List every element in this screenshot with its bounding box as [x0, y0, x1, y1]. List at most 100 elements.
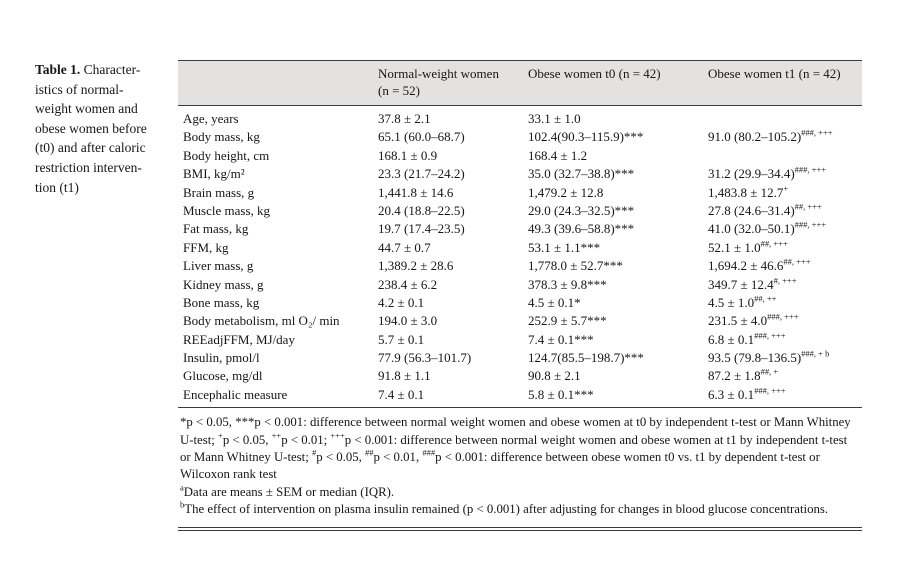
normal-weight-value-cell: 19.7 (17.4–23.5) [378, 220, 528, 238]
significance-marks: ###, +++ [801, 128, 833, 139]
obese-t0-value: 5.8 ± 0.1*** [528, 386, 594, 402]
table-row: Body metabolism, ml O₂/ min 194.0 ± 3.0 25… [178, 312, 862, 330]
normal-weight-value-cell: 1,389.2 ± 28.6 [378, 257, 528, 275]
obese-t1-value-cell [708, 147, 862, 165]
obese-t0-value-cell: 252.9 ± 5.7*** [528, 312, 708, 330]
obese-t1-value: 93.5 (79.8–136.5) [708, 350, 802, 366]
obese-t1-value: 1,694.2 ± 46.6 [708, 258, 784, 274]
row-label-cell: Liver mass, g [178, 257, 378, 275]
obese-t0-value: 252.9 ± 5.7*** [528, 313, 607, 329]
obese-t1-value-cell: 52.1 ± 1.0##, +++ [708, 239, 862, 257]
row-label: Insulin, pmol/l [183, 350, 260, 366]
footnote-marker: a [180, 482, 184, 493]
row-label: Liver mass, g [183, 258, 254, 274]
bottom-double-rule [178, 526, 862, 532]
footnotes: *p < 0.05, ***p < 0.001: difference betw… [178, 408, 862, 526]
obese-t1-value-cell: 1,694.2 ± 46.6##, +++ [708, 257, 862, 275]
obese-t0-value: 124.7(85.5–198.7)*** [528, 350, 644, 366]
obese-t0-value: 90.8 ± 2.1 [528, 368, 581, 384]
row-label-cell: REEadjFFM, MJ/day [178, 331, 378, 349]
row-label-cell: BMI, kg/m² [178, 165, 378, 183]
normal-weight-value-cell: 77.9 (56.3–101.7) [378, 349, 528, 367]
table-row: Kidney mass, g 238.4 ± 6.2 378.3 ± 9.8*** 3… [178, 276, 862, 294]
obese-t1-value-cell: 91.0 (80.2–105.2)###, +++ [708, 128, 862, 146]
obese-t1-value: 41.0 (32.0–50.1) [708, 221, 795, 237]
table-row: Bone mass, kg 4.2 ± 0.1 4.5 ± 0.1* 4.5 ± 1.… [178, 294, 862, 312]
obese-t0-value-cell: 1,778.0 ± 52.7*** [528, 257, 708, 275]
normal-weight-value: 65.1 (60.0–68.7) [378, 129, 465, 145]
normal-weight-value-cell: 65.1 (60.0–68.7) [378, 128, 528, 146]
significance-marks: #, +++ [773, 275, 797, 286]
table-row: Encephalic measure 7.4 ± 0.1 5.8 ± 0.1*** 6… [178, 386, 862, 404]
obese-t1-value: 1,483.8 ± 12.7 [708, 184, 784, 200]
normal-weight-value-cell: 238.4 ± 6.2 [378, 276, 528, 294]
row-label-cell: FFM, kg [178, 239, 378, 257]
normal-weight-value: 1,441.8 ± 14.6 [378, 184, 454, 200]
normal-weight-value-cell: 7.4 ± 0.1 [378, 386, 528, 404]
normal-weight-value: 4.2 ± 0.1 [378, 294, 425, 310]
normal-weight-value: 1,389.2 ± 28.6 [378, 258, 454, 274]
header-normal-weight-line1: Normal-weight women [378, 66, 499, 81]
row-label: Body metabolism, ml O₂/ min [183, 313, 340, 329]
significance-marks: ###, +++ [754, 330, 786, 341]
row-label: BMI, kg/m² [183, 166, 245, 182]
normal-weight-value-cell: 4.2 ± 0.1 [378, 294, 528, 312]
table-row: Brain mass, g 1,441.8 ± 14.6 1,479.2 ± 12.… [178, 184, 862, 202]
obese-t1-value: 4.5 ± 1.0 [708, 294, 755, 310]
footnote-marker: ## [365, 447, 374, 458]
header-row-label [178, 66, 378, 100]
row-label: Glucose, mg/dl [183, 368, 263, 384]
obese-t0-value-cell: 33.1 ± 1.0 [528, 110, 708, 128]
obese-t0-value: 378.3 ± 9.8*** [528, 276, 607, 292]
characteristics-table: Normal-weight women (n = 52) Obese women… [178, 60, 862, 532]
footnote-marker: ++ [271, 430, 282, 441]
footnote-line: aData are means ± SEM or median (IQR). [180, 482, 395, 499]
normal-weight-value-cell: 5.7 ± 0.1 [378, 331, 528, 349]
row-label-cell: Insulin, pmol/l [178, 349, 378, 367]
footnote-marker: +++ [330, 430, 345, 441]
normal-weight-value: 194.0 ± 3.0 [378, 313, 438, 329]
normal-weight-value-cell: 194.0 ± 3.0 [378, 312, 528, 330]
footnote-marker: # [311, 447, 317, 458]
obese-t0-value-cell: 49.3 (39.6–58.8)*** [528, 220, 708, 238]
normal-weight-value: 91.8 ± 1.1 [378, 368, 431, 384]
obese-t1-value: 91.0 (80.2–105.2) [708, 129, 802, 145]
obese-t1-value: 6.3 ± 0.1 [708, 386, 755, 402]
obese-t1-value-cell: 4.5 ± 1.0##, ++ [708, 294, 862, 312]
header-obese-women-t1: Obese women t1 (n = 42) [708, 66, 841, 81]
normal-weight-value-cell: 168.1 ± 0.9 [378, 147, 528, 165]
obese-t0-value-cell: 90.8 ± 2.1 [528, 367, 708, 385]
normal-weight-value: 19.7 (17.4–23.5) [378, 221, 465, 237]
table-row: Body height, cm 168.1 ± 0.9 168.4 ± 1.2 [178, 147, 862, 165]
table-row: Glucose, mg/dl 91.8 ± 1.1 90.8 ± 2.1 87.2 ±… [178, 367, 862, 385]
obese-t0-value: 1,479.2 ± 12.8 [528, 184, 604, 200]
row-label: Body mass, kg [183, 129, 260, 145]
footnote-separator-rule [178, 407, 862, 409]
row-label: Kidney mass, g [183, 276, 264, 292]
obese-t0-value: 7.4 ± 0.1*** [528, 331, 594, 347]
obese-t0-value-cell: 35.0 (32.7–38.8)*** [528, 165, 708, 183]
obese-t0-value: 4.5 ± 0.1* [528, 294, 581, 310]
header-obese-women-t0: Obese women t0 (n = 42) [528, 66, 661, 81]
row-label: Age, years [183, 111, 239, 126]
header-normal-weight-women: Normal-weight women (n = 52) [378, 66, 528, 100]
obese-t1-value: 27.8 (24.6–31.4) [708, 202, 795, 218]
row-label-cell: Bone mass, kg [178, 294, 378, 312]
table-row: Insulin, pmol/l 77.9 (56.3–101.7) 124.7(85… [178, 349, 862, 367]
obese-t1-value-cell: 31.2 (29.9–34.4)###, +++ [708, 165, 862, 183]
obese-t1-value-cell: 27.8 (24.6–31.4)##, +++ [708, 202, 862, 220]
normal-weight-value: 37.8 ± 2.1 [378, 111, 431, 126]
row-label: REEadjFFM, MJ/day [183, 331, 295, 347]
row-label-cell: Encephalic measure [178, 386, 378, 404]
obese-t1-value-cell [708, 110, 862, 128]
significance-marks: ###, + b [801, 348, 830, 359]
normal-weight-value: 7.4 ± 0.1 [378, 386, 425, 402]
obese-t0-value: 1,778.0 ± 52.7*** [528, 258, 623, 274]
obese-t1-value-cell: 87.2 ± 1.8##, + [708, 367, 862, 385]
obese-t1-value-cell: 6.3 ± 0.1###, +++ [708, 386, 862, 404]
obese-t1-value: 349.7 ± 12.4 [708, 276, 774, 292]
footnote-marker: ### [422, 447, 436, 458]
significance-marks: ###, +++ [767, 311, 799, 322]
significance-marks: ##, +++ [783, 256, 811, 267]
obese-t0-value: 102.4(90.3–115.9)*** [528, 129, 644, 145]
